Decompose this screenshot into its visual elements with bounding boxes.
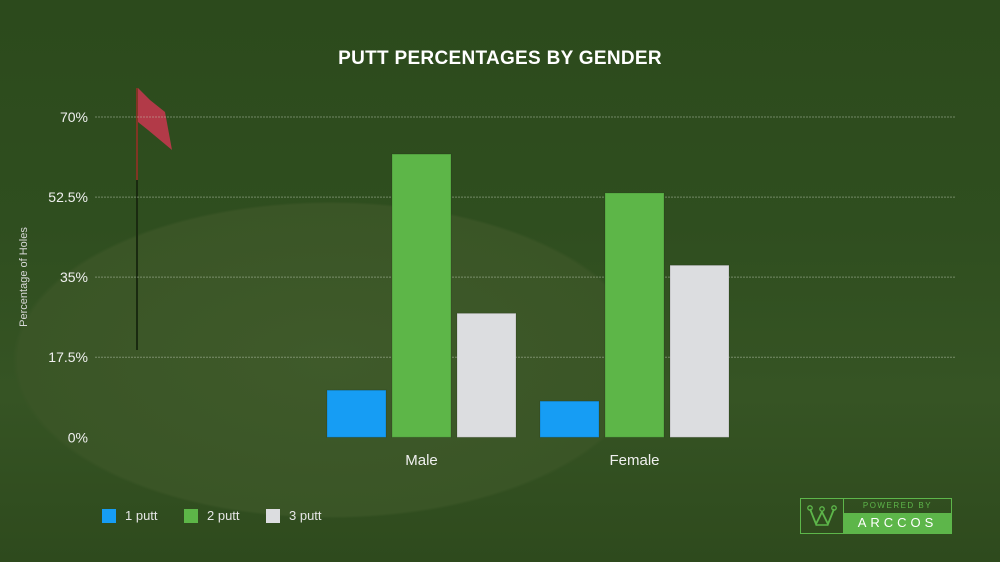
legend-swatch <box>102 508 116 523</box>
legend-item-1-putt: 1 putt <box>102 508 184 523</box>
chart-title: PUTT PERCENTAGES BY GENDER <box>338 48 662 69</box>
bar-female-1-putt <box>539 400 600 438</box>
legend-swatch <box>266 508 280 523</box>
bar-female-2-putt <box>604 192 665 438</box>
legend-item-2-putt: 2 putt <box>184 508 266 523</box>
legend: 1 putt 2 putt 3 putt <box>102 508 348 523</box>
bar-female-3-putt <box>669 264 730 438</box>
logo-powered-by: POWERED BY <box>862 501 933 510</box>
x-tick-label: Male <box>405 452 438 469</box>
legend-swatch <box>184 508 198 523</box>
y-tick-label: 52.5% <box>48 189 88 205</box>
legend-label: 3 putt <box>289 508 322 523</box>
y-tick-label: 17.5% <box>48 349 88 365</box>
crown-icon <box>801 499 844 533</box>
flag-icon <box>136 88 172 350</box>
arccos-logo: POWERED BY ARCCOS <box>800 498 952 534</box>
y-axis-label: Percentage of Holes <box>18 227 30 327</box>
legend-label: 1 putt <box>125 508 158 523</box>
y-tick-label: 0% <box>68 429 88 445</box>
legend-label: 2 putt <box>207 508 240 523</box>
x-tick-label: Female <box>609 452 659 469</box>
bar-male-2-putt <box>391 153 452 438</box>
legend-item-3-putt: 3 putt <box>266 508 348 523</box>
logo-brand: ARCCOS <box>844 513 951 533</box>
bar-male-1-putt <box>326 389 387 438</box>
y-tick-label: 70% <box>60 109 88 125</box>
bar-male-3-putt <box>456 312 517 438</box>
y-tick-label: 35% <box>60 269 88 285</box>
